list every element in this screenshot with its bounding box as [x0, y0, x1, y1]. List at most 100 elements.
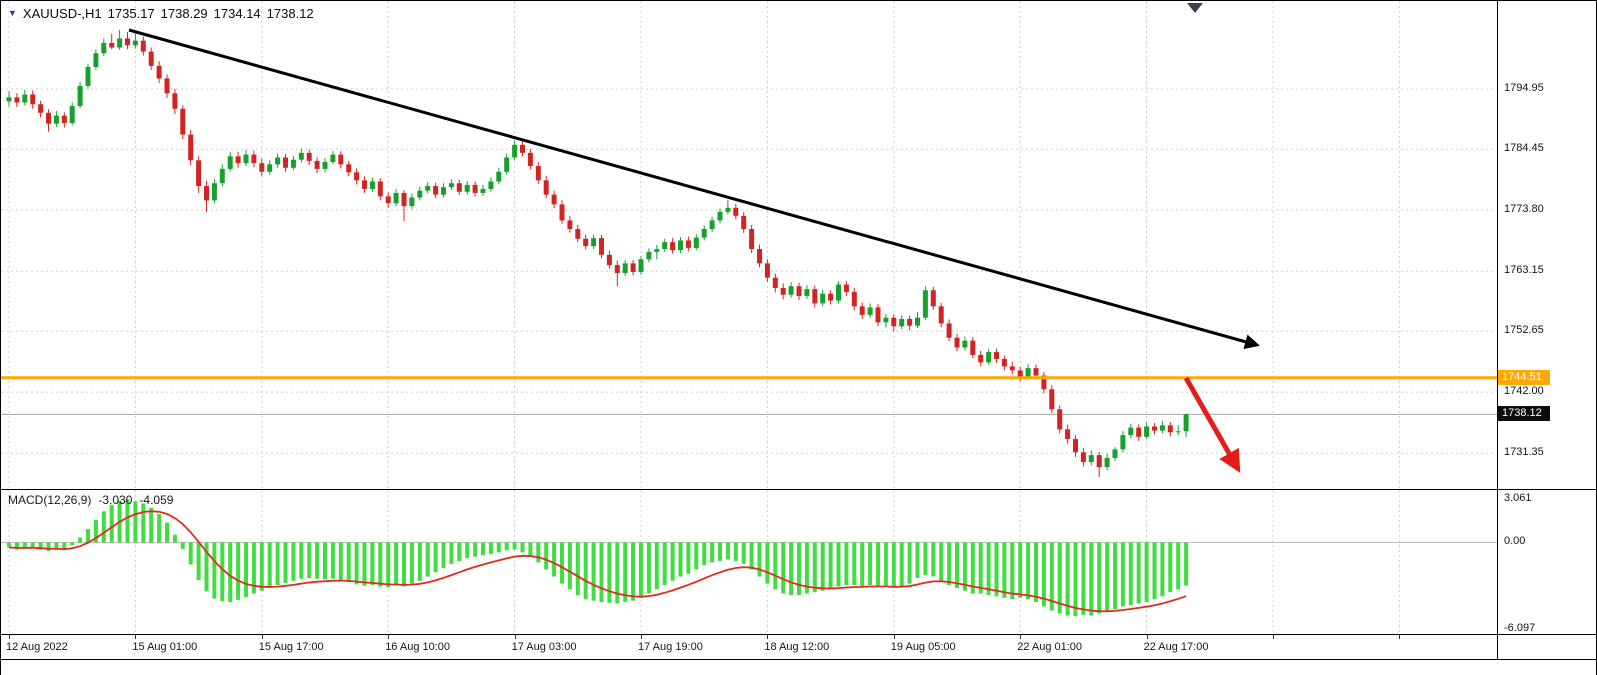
candle: [749, 224, 755, 254]
chart-title: ▼ XAUUSD-,H1 1735.17 1738.29 1734.14 1738.12: [8, 6, 320, 21]
candle: [69, 102, 75, 126]
candle: [140, 36, 146, 56]
candle: [259, 158, 265, 176]
price-grid: [1, 1, 1497, 489]
pane-separator[interactable]: [1, 489, 1596, 490]
price-scale[interactable]: 1794.95 1784.45 1773.80 1763.15 1752.65 1742.…: [1498, 1, 1596, 490]
candle: [393, 188, 399, 207]
time-label: 17 Aug 19:00: [638, 641, 703, 653]
candle: [1088, 450, 1094, 466]
symbol-dropdown-icon[interactable]: ▼: [8, 8, 17, 18]
time-label: 19 Aug 05:00: [890, 641, 956, 653]
scale-divider: [1497, 1, 1498, 659]
candle: [1183, 413, 1189, 438]
macd-tick-label: 3.061: [1504, 492, 1532, 505]
candle: [401, 190, 407, 221]
chart-shift-marker-icon[interactable]: [1187, 3, 1203, 13]
candle: [891, 314, 897, 332]
candle: [480, 184, 486, 196]
candle: [828, 290, 834, 305]
candle: [441, 183, 446, 198]
macd-label: MACD(12,26,9) -3.030 -4.059: [8, 493, 180, 507]
price-chart-pane[interactable]: ▼ XAUUSD-,H1 1735.17 1738.29 1734.14 1738.12: [1, 1, 1497, 489]
candle: [1128, 423, 1134, 438]
candle: [757, 244, 762, 268]
candle: [164, 74, 170, 98]
candle: [543, 175, 549, 199]
ohlc-close: 1738.12: [266, 6, 314, 21]
candle: [1041, 372, 1047, 394]
candle: [46, 109, 51, 132]
candle: [606, 250, 612, 269]
macd-signal-line: [8, 510, 1187, 613]
time-label: 22 Aug 17:00: [1143, 641, 1209, 653]
trendline-object[interactable]: [128, 28, 1260, 349]
candle: [804, 285, 810, 299]
price-chart-canvas[interactable]: [1, 1, 1497, 489]
candle: [196, 156, 202, 193]
candle: [599, 234, 604, 259]
candle: [986, 348, 992, 365]
candle: [527, 148, 533, 170]
candle: [298, 148, 304, 163]
time-tick: [9, 635, 10, 639]
macd-canvas[interactable]: [1, 490, 1497, 634]
candles: [6, 29, 1189, 477]
candle: [1104, 453, 1110, 470]
candle: [290, 155, 296, 171]
candle: [535, 162, 541, 184]
candle: [638, 255, 644, 275]
candle: [741, 211, 747, 234]
candle: [867, 303, 873, 318]
candle: [283, 154, 288, 172]
price-tick-label: 1731.35: [1504, 446, 1544, 459]
macd-value-scale[interactable]: 3.061 0.00 -6.097: [1498, 490, 1596, 635]
candle: [693, 234, 699, 251]
time-tick: [893, 635, 895, 639]
candle: [709, 216, 715, 232]
price-tick-label: 1784.45: [1504, 142, 1544, 155]
candle: [1001, 355, 1007, 371]
ohlc-high: 1738.29: [160, 6, 208, 21]
candle: [646, 248, 652, 263]
candle: [211, 179, 217, 204]
time-label: 15 Aug 01:00: [132, 641, 198, 653]
candle: [362, 176, 367, 193]
candle: [938, 302, 944, 328]
macd-main-value: -3.030: [98, 493, 133, 507]
candle: [148, 47, 154, 70]
time-axis[interactable]: 12 Aug 2022 15 Aug 01:00 15 Aug 17:00 16 Au…: [1, 635, 1596, 659]
candle: [1009, 361, 1015, 375]
candle: [456, 179, 462, 196]
macd-indicator-pane[interactable]: MACD(12,26,9) -3.030 -4.059: [1, 490, 1497, 634]
candle: [559, 200, 565, 224]
candle: [812, 285, 818, 308]
candle: [53, 111, 59, 128]
candle: [377, 178, 383, 201]
candle: [14, 93, 20, 108]
candle: [354, 168, 360, 185]
candle: [369, 177, 375, 192]
candle: [670, 238, 676, 254]
candle: [156, 61, 162, 84]
candle: [125, 32, 130, 50]
time-tick: [1146, 635, 1148, 639]
pane-separator[interactable]: [1, 634, 1596, 635]
candle: [1080, 448, 1086, 467]
candle: [496, 167, 502, 185]
candle: [219, 164, 225, 187]
candle: [38, 100, 44, 118]
candle: [267, 160, 273, 175]
candle: [1167, 421, 1173, 437]
candle: [954, 333, 960, 352]
down-arrow-object[interactable]: [1183, 376, 1241, 473]
candle: [1049, 385, 1055, 414]
candle: [614, 260, 620, 287]
candle: [780, 283, 786, 300]
macd-name: MACD(12,26,9): [8, 493, 92, 507]
price-tick-label: 1763.15: [1504, 264, 1544, 277]
candle: [630, 259, 636, 276]
candle: [512, 140, 518, 161]
macd-tick-label: -6.097: [1504, 621, 1536, 634]
